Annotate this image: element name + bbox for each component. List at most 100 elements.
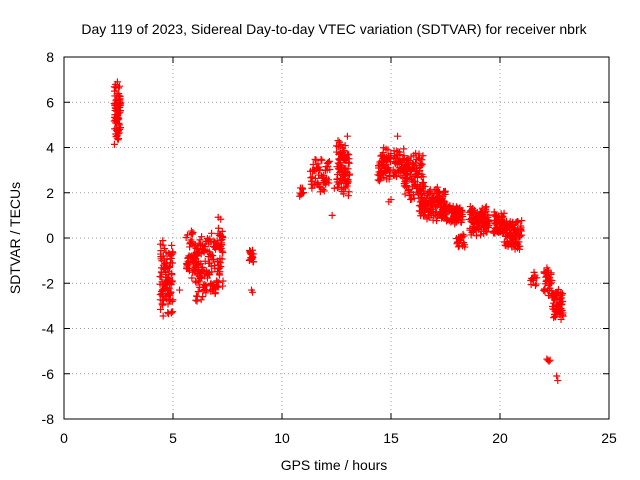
data-point — [518, 217, 526, 225]
data-point — [189, 229, 197, 237]
data-point — [421, 183, 429, 191]
data-point — [400, 145, 408, 153]
x-tick-label: 20 — [492, 430, 508, 446]
data-point — [206, 235, 214, 243]
data-point — [517, 231, 525, 239]
data-point — [203, 286, 211, 294]
data-point — [401, 190, 409, 198]
data-point — [210, 255, 218, 263]
data-point — [342, 183, 350, 191]
data-point — [391, 169, 399, 177]
x-tick-label: 0 — [60, 430, 68, 446]
data-point — [115, 82, 123, 90]
data-point — [110, 140, 118, 148]
data-point — [169, 308, 177, 316]
data-point — [176, 286, 184, 294]
data-point — [319, 186, 327, 194]
data-point — [183, 231, 191, 239]
y-tick-label: 4 — [46, 140, 54, 156]
chart-title: Day 119 of 2023, Sidereal Day-to-day VTE… — [81, 21, 587, 37]
data-point — [324, 159, 332, 167]
data-point — [311, 174, 319, 182]
data-markers — [110, 78, 567, 385]
data-point — [308, 173, 316, 181]
data-point — [326, 166, 334, 174]
x-axis-title: GPS time / hours — [281, 457, 388, 473]
data-point — [195, 239, 203, 247]
data-point — [187, 236, 195, 244]
data-point — [340, 146, 348, 154]
data-point — [543, 355, 551, 363]
x-tick-label: 25 — [601, 430, 617, 446]
data-point — [117, 100, 125, 108]
data-point — [330, 184, 338, 192]
data-point — [386, 172, 394, 180]
data-point — [218, 255, 226, 263]
data-point — [376, 175, 384, 183]
data-point — [217, 215, 225, 223]
data-point — [219, 277, 227, 285]
data-point — [460, 232, 468, 240]
data-point — [345, 170, 353, 178]
data-point — [248, 246, 256, 254]
data-point — [441, 187, 449, 195]
data-point — [311, 155, 319, 163]
data-point — [162, 295, 170, 303]
data-point — [454, 243, 462, 251]
data-point — [557, 315, 565, 323]
data-point — [117, 124, 125, 132]
data-point — [206, 259, 214, 267]
data-point — [249, 288, 257, 296]
data-point — [482, 203, 490, 211]
data-point — [472, 232, 480, 240]
data-point — [396, 151, 404, 159]
data-point — [168, 259, 176, 267]
data-point — [409, 191, 417, 199]
data-point — [164, 300, 172, 308]
data-point — [169, 296, 177, 304]
data-point — [158, 300, 166, 308]
data-point — [412, 149, 420, 157]
data-point — [399, 155, 407, 163]
data-point — [215, 278, 223, 286]
data-point — [459, 212, 467, 220]
data-point — [308, 177, 316, 185]
data-point — [168, 297, 176, 305]
data-point — [209, 252, 217, 260]
data-point — [159, 312, 167, 320]
data-point — [328, 211, 336, 219]
data-point — [198, 233, 206, 241]
data-point — [516, 242, 524, 250]
data-point — [157, 247, 165, 255]
data-point — [313, 179, 321, 187]
data-point — [159, 241, 167, 249]
data-point — [433, 217, 441, 225]
data-point — [299, 189, 307, 197]
data-point — [201, 257, 209, 265]
y-tick-label: 8 — [46, 49, 54, 65]
data-point — [477, 231, 485, 239]
data-point — [197, 296, 205, 304]
data-point — [440, 197, 448, 205]
data-point — [485, 217, 493, 225]
data-point — [340, 190, 348, 198]
data-point — [416, 167, 424, 175]
data-point — [168, 277, 176, 285]
data-point — [314, 160, 322, 168]
data-point — [249, 258, 257, 266]
data-point — [547, 269, 555, 277]
data-point — [198, 263, 206, 271]
data-point — [167, 288, 175, 296]
y-tick-label: -6 — [42, 366, 55, 382]
data-point — [343, 132, 351, 140]
data-point — [194, 261, 202, 269]
data-point — [532, 280, 540, 288]
data-point — [334, 137, 342, 145]
data-point — [337, 140, 345, 148]
data-point — [516, 232, 524, 240]
data-point — [345, 159, 353, 167]
data-point — [113, 78, 121, 86]
data-point — [393, 173, 401, 181]
data-point — [164, 310, 172, 318]
